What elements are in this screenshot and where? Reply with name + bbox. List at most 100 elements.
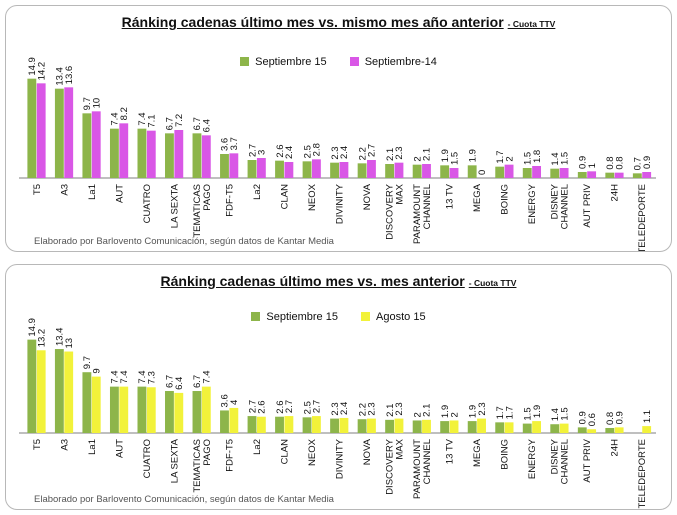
bar-2-12 <box>367 418 376 433</box>
category-label: CUATRO <box>142 439 153 478</box>
data-label: 2.1 <box>385 148 396 161</box>
data-label: 1.9 <box>440 149 451 162</box>
data-label: 13.2 <box>36 329 47 348</box>
bar-1-22 <box>632 173 642 178</box>
data-label: 10 <box>91 98 102 109</box>
data-label: 1.5 <box>559 152 570 165</box>
legend-item-series-2: Septiembre-14 <box>349 56 437 68</box>
data-label: 2.2 <box>357 403 368 416</box>
bar-1-1 <box>54 88 64 178</box>
category-label: DISCOVERYMAX <box>385 183 406 239</box>
chart-subtitle-text: - Cuota TTV <box>468 278 517 288</box>
bar-1-14 <box>412 420 422 433</box>
legend-label: Septiembre 15 <box>266 311 338 323</box>
data-label: 2.2 <box>357 147 368 160</box>
bar-1-17 <box>495 166 505 178</box>
data-label: 1.7 <box>504 406 515 419</box>
data-label: 0.8 <box>614 156 625 169</box>
data-label: 6.4 <box>174 377 185 390</box>
category-label: TEMATICASPAGO <box>192 184 213 238</box>
data-label: 13.6 <box>64 66 75 85</box>
data-label: 1.8 <box>532 150 543 163</box>
chart-panel-month: Ránking cadenas último mes vs. mes anter… <box>5 264 672 510</box>
category-label: 24H <box>610 184 621 202</box>
bar-1-3 <box>109 128 119 178</box>
category-label: 24H <box>610 439 621 457</box>
bar-2-5 <box>174 130 184 178</box>
data-label: 6.7 <box>165 375 176 388</box>
bar-2-22 <box>642 426 652 433</box>
data-label: 1.5 <box>449 152 460 165</box>
data-label: 14.9 <box>27 57 38 76</box>
category-label: La1 <box>87 439 98 455</box>
bar-1-2 <box>82 372 92 433</box>
bar-1-16 <box>467 165 477 178</box>
category-label: FDF-T5 <box>224 439 235 472</box>
bar-1-5 <box>165 133 174 178</box>
bar-1-4 <box>137 386 147 433</box>
bar-2-11 <box>339 162 349 178</box>
bar-1-2 <box>82 113 92 178</box>
bar-1-8 <box>247 160 257 178</box>
bar-1-9 <box>275 416 284 433</box>
category-label: PARAMOUNTCHANNEL <box>412 439 433 499</box>
bar-2-19 <box>559 168 569 178</box>
bar-1-4 <box>137 128 147 178</box>
bar-1-13 <box>385 164 395 178</box>
bar-chart-month: 14.913.2T513.413A39.79La17.47.4AUT7.47.3… <box>19 318 656 509</box>
bar-1-12 <box>357 163 367 178</box>
category-label: AUT <box>114 184 125 203</box>
data-label: 2 <box>412 412 423 417</box>
data-label: 2 <box>504 156 515 161</box>
category-label: PARAMOUNTCHANNEL <box>412 184 433 244</box>
bar-1-6 <box>192 133 202 178</box>
bar-1-18 <box>522 168 532 178</box>
bar-2-14 <box>422 419 431 433</box>
bar-2-3 <box>119 386 129 433</box>
bar-1-17 <box>495 422 505 433</box>
data-label: 1.9 <box>467 149 478 162</box>
bar-2-0 <box>36 350 46 433</box>
bar-2-20 <box>587 429 597 433</box>
category-label: TELEDEPORTE <box>637 439 648 509</box>
bar-2-9 <box>284 416 294 433</box>
bar-2-7 <box>229 153 239 178</box>
data-label: 0.8 <box>605 156 616 169</box>
data-label: 2.1 <box>422 404 433 417</box>
bar-1-8 <box>247 416 257 433</box>
bar-1-11 <box>330 418 339 433</box>
bar-1-7 <box>220 410 229 433</box>
bar-2-20 <box>587 171 597 178</box>
data-label: 0.8 <box>605 412 616 425</box>
bar-1-11 <box>330 162 339 178</box>
data-label: 2.7 <box>312 400 323 413</box>
bar-2-15 <box>449 420 459 433</box>
category-label: 13 TV <box>445 183 456 209</box>
data-label: 0.7 <box>633 157 644 170</box>
data-label: 1.9 <box>440 405 451 418</box>
data-label: 1.4 <box>550 152 561 165</box>
bar-1-19 <box>550 168 560 178</box>
data-label: 2.7 <box>284 400 295 413</box>
data-label: 2.7 <box>247 400 258 413</box>
bar-1-19 <box>550 424 560 433</box>
category-label: La2 <box>252 439 263 455</box>
bar-2-7 <box>229 407 239 433</box>
bar-1-7 <box>220 154 229 178</box>
legend-label: Septiembre 15 <box>255 56 327 68</box>
category-label: ENERGY <box>527 438 538 479</box>
data-label: 7.4 <box>202 370 213 383</box>
bar-2-1 <box>64 351 74 433</box>
bar-2-13 <box>394 418 404 433</box>
bar-chart-year: 14.914.2T513.413.6A39.710La17.48.2AUT7.4… <box>19 57 656 251</box>
data-label: 14.9 <box>27 318 38 337</box>
legend-swatch-magenta <box>349 57 359 66</box>
bar-1-10 <box>302 417 312 433</box>
bar-1-13 <box>385 419 395 433</box>
chart-legend-month: Septiembre 15 Agosto 15 <box>6 311 671 323</box>
data-label: 2.7 <box>247 144 258 157</box>
bar-2-2 <box>91 376 101 433</box>
data-label: 3.7 <box>229 137 240 150</box>
legend-item-series-2: Agosto 15 <box>361 311 426 323</box>
legend-swatch-green <box>251 312 261 321</box>
